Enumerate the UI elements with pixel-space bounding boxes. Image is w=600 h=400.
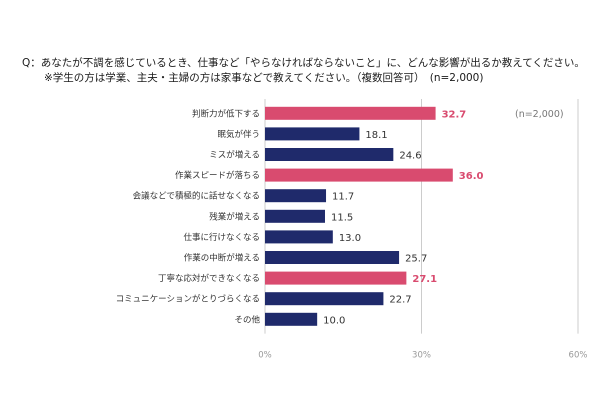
bar (265, 106, 436, 120)
x-axis-ticks: 0% 30% 60% (258, 351, 587, 361)
value-label: 25.7 (405, 254, 427, 265)
sample-size-note: (n=2,000) (515, 109, 564, 120)
value-label: 11.5 (331, 212, 353, 223)
labels-layer: 判断力が低下する 32.7 眠気が伴う 18.1 ミスが増える 24.6 作業スピードが落ち… (116, 108, 484, 326)
value-label: 22.7 (389, 295, 411, 306)
category-label: コミュニケーションがとりづらくなる (116, 294, 260, 305)
question-line-2: ※学生の方は学業、主夫・主婦の方は家事などで教えてください。（複数回答可） (n… (44, 72, 484, 84)
category-label: 作業の中断が増える (184, 253, 260, 264)
category-label: ミスが増える (209, 150, 260, 161)
category-label: その他 (234, 314, 260, 325)
x-tick-label: 0% (258, 351, 272, 361)
bar (265, 312, 318, 326)
bar (265, 189, 327, 203)
question-line-1: Q：あなたが不調を感じているとき、仕事など「やらなければならないこと」に、どんな… (22, 57, 585, 69)
bar (265, 230, 333, 244)
bar (265, 209, 325, 223)
value-label: 10.0 (323, 315, 345, 326)
category-label: 丁寧な応対ができなくなる (158, 273, 260, 284)
bar (265, 271, 407, 285)
category-label: 残業が増える (209, 211, 260, 222)
value-label: 24.6 (399, 151, 421, 162)
x-tick-label: 30% (412, 351, 431, 361)
category-label: 仕事に行けなくなる (183, 232, 260, 243)
value-label: 32.7 (442, 109, 467, 120)
category-label: 判断力が低下する (192, 108, 260, 119)
bar (265, 168, 453, 182)
value-label: 11.7 (332, 192, 354, 203)
category-label: 作業スピードが落ちる (175, 170, 260, 181)
x-tick-label: 60% (569, 351, 588, 361)
bar (265, 292, 384, 306)
category-label: 会議などで積極的に話せなくなる (133, 191, 260, 202)
bar (265, 127, 360, 141)
bars-layer (265, 106, 453, 326)
value-label: 13.0 (339, 233, 361, 244)
value-label: 27.1 (412, 274, 437, 285)
value-label: 18.1 (365, 130, 387, 141)
bar (265, 251, 400, 264)
question-text: Q：あなたが不調を感じているとき、仕事など「やらなければならないこと」に、どんな… (22, 56, 592, 86)
value-label: 36.0 (459, 171, 484, 182)
category-label: 眠気が伴う (217, 129, 260, 140)
bar (265, 148, 394, 161)
